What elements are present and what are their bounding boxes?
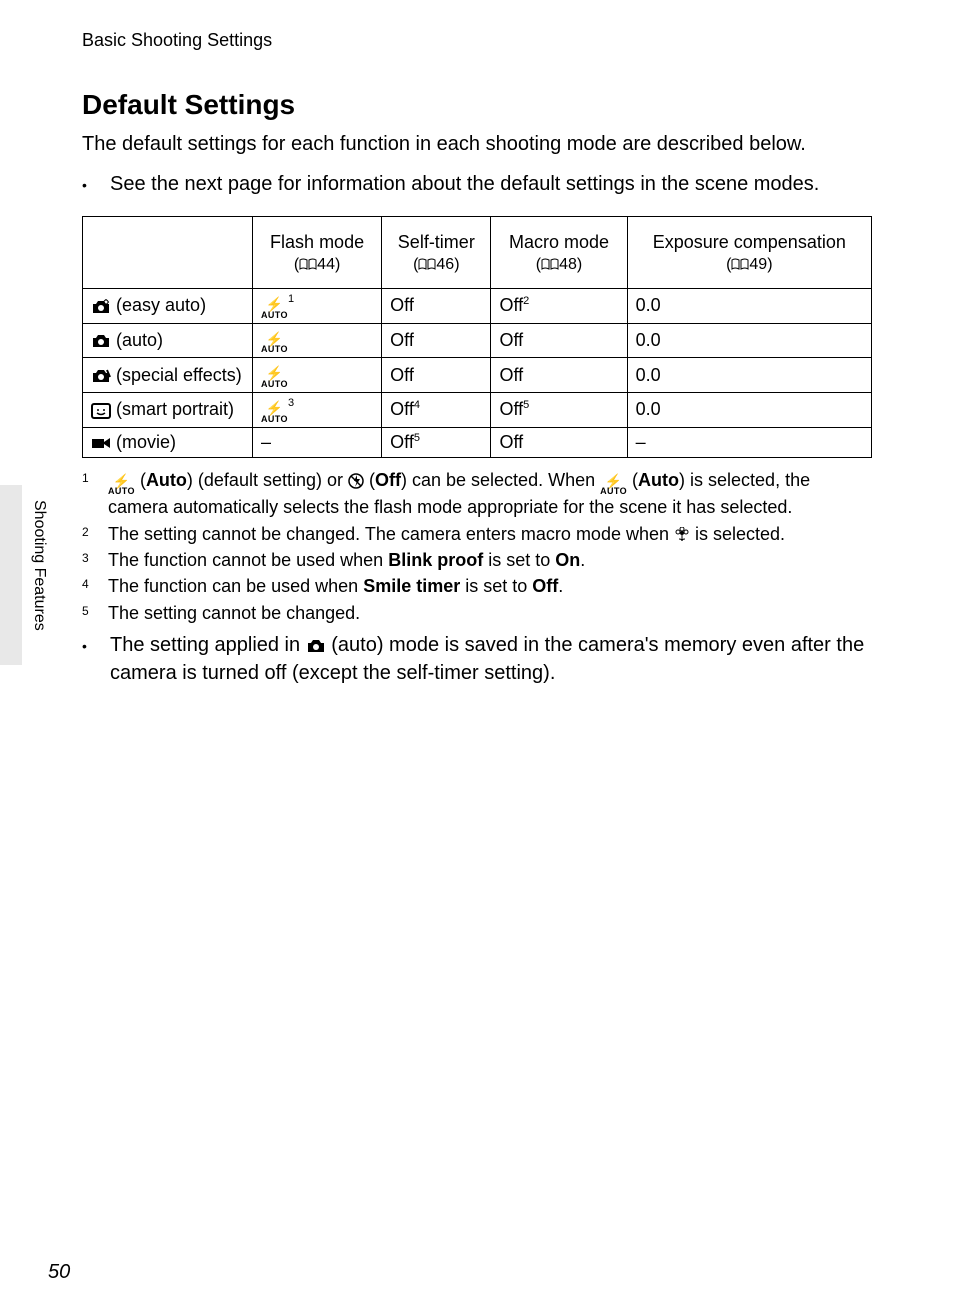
cell-exp: 0.0 — [627, 289, 871, 324]
cell-exp: – — [627, 427, 871, 457]
cell-exp: 0.0 — [627, 358, 871, 393]
flash-off-icon — [348, 473, 364, 489]
footnote-2: 2 The setting cannot be changed. The cam… — [82, 522, 872, 546]
footnotes: 1 ⚡AUTO (Auto) (default setting) or (Off… — [82, 468, 872, 687]
camera-auto-icon — [306, 639, 326, 653]
table-row: (special effects) ⚡AUTO Off Off 0.0 — [83, 358, 872, 393]
cell-exp: 0.0 — [627, 393, 871, 428]
intro-text: The default settings for each function i… — [82, 131, 872, 158]
table-row: (auto) ⚡AUTO Off Off 0.0 — [83, 323, 872, 358]
auto-flash-icon: ⚡AUTO — [261, 367, 288, 388]
auto-flash-icon: ⚡AUTO — [600, 475, 627, 496]
table-row: (smart portrait) ⚡AUTO3 Off4 Off5 0.0 — [83, 393, 872, 428]
cell-timer: Off5 — [382, 427, 491, 457]
cell-timer: Off4 — [382, 393, 491, 428]
camera-auto-icon — [91, 334, 111, 348]
cell-macro: Off — [491, 358, 627, 393]
cell-macro: Off — [491, 323, 627, 358]
cell-timer: Off — [382, 289, 491, 324]
cell-flash: ⚡AUTO3 — [253, 393, 382, 428]
movie-icon — [91, 436, 111, 450]
cell-flash: – — [253, 427, 382, 457]
cell-macro: Off — [491, 427, 627, 457]
cell-macro: Off5 — [491, 393, 627, 428]
bullet-text: The setting applied in (auto) mode is sa… — [110, 631, 872, 687]
bullet-item: See the next page for information about … — [82, 170, 872, 198]
running-header: Basic Shooting Settings — [82, 30, 872, 51]
footnote-5: 5 The setting cannot be changed. — [82, 601, 872, 625]
auto-flash-icon: ⚡AUTO — [261, 333, 288, 354]
bullet-text: See the next page for information about … — [110, 170, 872, 198]
book-icon — [731, 258, 749, 270]
auto-flash-icon: ⚡AUTO — [261, 402, 288, 423]
auto-flash-icon: ⚡AUTO — [261, 298, 288, 319]
page-content: Basic Shooting Settings Default Settings… — [82, 30, 872, 705]
auto-flash-icon: ⚡AUTO — [108, 475, 135, 496]
settings-table: Flash mode (44) Self-timer (46) Macro mo… — [82, 216, 872, 458]
macro-flower-icon — [674, 527, 690, 543]
easy-auto-icon — [91, 299, 111, 315]
cell-timer: Off — [382, 323, 491, 358]
special-effects-icon — [91, 368, 111, 384]
book-icon — [299, 258, 317, 270]
bullet-dot — [82, 631, 110, 687]
row-easyauto-label: (easy auto) — [83, 289, 253, 324]
header-macro: Macro mode (48) — [491, 217, 627, 289]
header-timer: Self-timer (46) — [382, 217, 491, 289]
row-movie-label: (movie) — [83, 427, 253, 457]
side-label: Shooting Features — [30, 500, 48, 631]
table-row: (movie) – Off5 Off – — [83, 427, 872, 457]
cell-exp: 0.0 — [627, 323, 871, 358]
footnote-3: 3 The function cannot be used when Blink… — [82, 548, 872, 572]
footnote-4: 4 The function can be used when Smile ti… — [82, 574, 872, 598]
book-icon — [418, 258, 436, 270]
bullet-dot — [82, 170, 110, 198]
header-empty — [83, 217, 253, 289]
cell-flash: ⚡AUTO — [253, 358, 382, 393]
smart-portrait-icon — [91, 403, 111, 419]
cell-macro: Off2 — [491, 289, 627, 324]
cell-timer: Off — [382, 358, 491, 393]
header-exp: Exposure compensation (49) — [627, 217, 871, 289]
cell-flash: ⚡AUTO — [253, 323, 382, 358]
footnote-1: 1 ⚡AUTO (Auto) (default setting) or (Off… — [82, 468, 872, 520]
row-auto-label: (auto) — [83, 323, 253, 358]
page-number: 50 — [48, 1261, 70, 1284]
cell-flash: ⚡AUTO1 — [253, 289, 382, 324]
section-title: Default Settings — [82, 89, 872, 121]
row-special-label: (special effects) — [83, 358, 253, 393]
book-icon — [541, 258, 559, 270]
side-tab — [0, 485, 22, 665]
row-portrait-label: (smart portrait) — [83, 393, 253, 428]
header-flash: Flash mode (44) — [253, 217, 382, 289]
bullet-item: The setting applied in (auto) mode is sa… — [82, 631, 872, 687]
table-row: (easy auto) ⚡AUTO1 Off Off2 0.0 — [83, 289, 872, 324]
